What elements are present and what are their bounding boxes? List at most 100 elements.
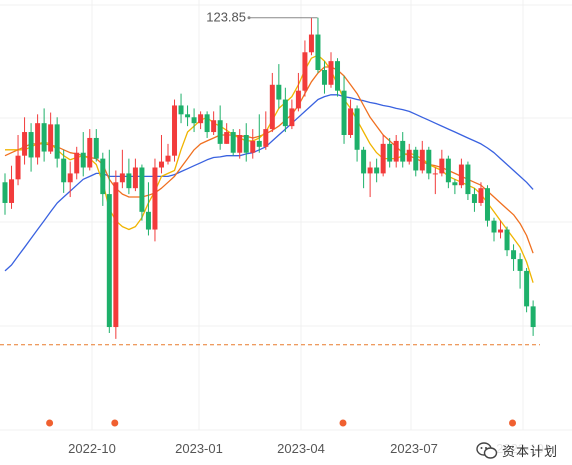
candle-19	[126, 158, 132, 195]
candle-body-13	[87, 137, 93, 168]
candle-body-52	[341, 90, 347, 135]
candle-38	[250, 129, 256, 159]
candle-body-62	[406, 149, 412, 162]
candle-body-34	[224, 132, 230, 144]
ma5-line	[5, 54, 534, 283]
candle-62	[406, 143, 412, 165]
candle-body-42	[276, 84, 282, 100]
candle-body-20	[132, 167, 138, 189]
signal-marker-3	[509, 419, 517, 427]
candle-body-79	[517, 259, 523, 271]
candle-body-66	[432, 173, 438, 175]
candle-body-33	[217, 120, 223, 144]
signal-marker-2	[339, 419, 347, 427]
candle-53	[348, 99, 354, 138]
candle-51	[335, 58, 341, 97]
candle-body-18	[119, 173, 125, 183]
candle-body-17	[113, 182, 119, 328]
candle-59	[387, 137, 393, 168]
candle-body-64	[419, 149, 425, 171]
candle-7	[48, 112, 54, 154]
candle-body-23	[152, 167, 158, 230]
candle-13	[87, 129, 93, 171]
candle-body-12	[80, 152, 86, 168]
candle-body-81	[530, 306, 536, 328]
candle-14	[93, 129, 99, 162]
candle-26	[172, 99, 178, 162]
candle-11	[74, 146, 80, 180]
candle-57	[374, 158, 380, 183]
candle-body-21	[139, 167, 145, 212]
candle-body-43	[282, 99, 288, 127]
candle-body-15	[100, 158, 106, 195]
signal-marker-0	[46, 419, 54, 427]
candle-69	[452, 179, 458, 195]
candle-body-6	[41, 123, 47, 152]
candle-body-46	[302, 52, 308, 91]
ma20-line	[4, 94, 534, 272]
candle-52	[341, 75, 347, 144]
candles	[2, 17, 536, 339]
candle-54	[354, 105, 360, 162]
candle-6	[41, 108, 47, 162]
watermark-text: 资本计划	[502, 445, 559, 460]
candle-body-57	[374, 167, 380, 174]
candle-50	[328, 52, 334, 88]
candle-body-55	[361, 149, 367, 174]
candle-body-48	[315, 34, 321, 70]
candle-80	[524, 267, 530, 313]
candle-3	[22, 117, 28, 165]
ma5-series	[5, 54, 534, 283]
candle-body-75	[491, 220, 497, 233]
candle-body-37	[243, 135, 249, 153]
candle-12	[80, 132, 86, 177]
candle-body-1	[9, 179, 15, 203]
candle-body-72	[471, 194, 477, 203]
candle-64	[419, 140, 425, 174]
signal-markers	[46, 419, 517, 427]
max-annotation-label: 123.85	[206, 10, 246, 25]
candle-body-27	[178, 105, 184, 115]
max-annotation-dot	[247, 16, 251, 20]
candle-body-68	[445, 158, 451, 183]
candle-42	[276, 64, 282, 109]
candle-body-22	[145, 211, 151, 230]
candle-body-35	[230, 132, 236, 153]
candle-70	[458, 158, 464, 189]
candle-66	[432, 167, 438, 195]
candle-2	[15, 135, 21, 186]
candle-body-61	[400, 140, 406, 162]
candle-body-80	[524, 270, 530, 307]
candle-body-67	[439, 158, 445, 174]
candle-body-69	[452, 182, 458, 186]
candle-47	[308, 17, 314, 56]
candle-body-10	[67, 173, 73, 183]
candle-77	[504, 226, 510, 257]
candle-body-59	[387, 143, 393, 162]
x-tick-label-2: 2023-04	[277, 441, 325, 456]
candle-30	[198, 111, 204, 130]
candle-body-58	[380, 143, 386, 174]
candle-43	[282, 87, 288, 133]
candle-body-78	[511, 250, 517, 260]
candle-body-51	[335, 61, 341, 91]
candle-34	[224, 123, 230, 144]
candle-24	[158, 135, 164, 174]
candle-27	[178, 93, 184, 124]
candle-49	[321, 61, 327, 94]
candle-40	[263, 111, 269, 150]
candle-0	[2, 173, 8, 215]
ma10-line	[4, 66, 534, 254]
candle-1	[9, 165, 15, 209]
candle-71	[465, 161, 471, 200]
candle-31	[204, 111, 210, 138]
grid	[0, 0, 572, 431]
candle-body-30	[198, 114, 204, 124]
candle-79	[517, 253, 523, 289]
candle-body-54	[354, 108, 360, 150]
candle-45	[295, 72, 301, 112]
candle-body-7	[48, 124, 54, 152]
candle-body-73	[478, 188, 484, 203]
candle-41	[269, 72, 275, 133]
